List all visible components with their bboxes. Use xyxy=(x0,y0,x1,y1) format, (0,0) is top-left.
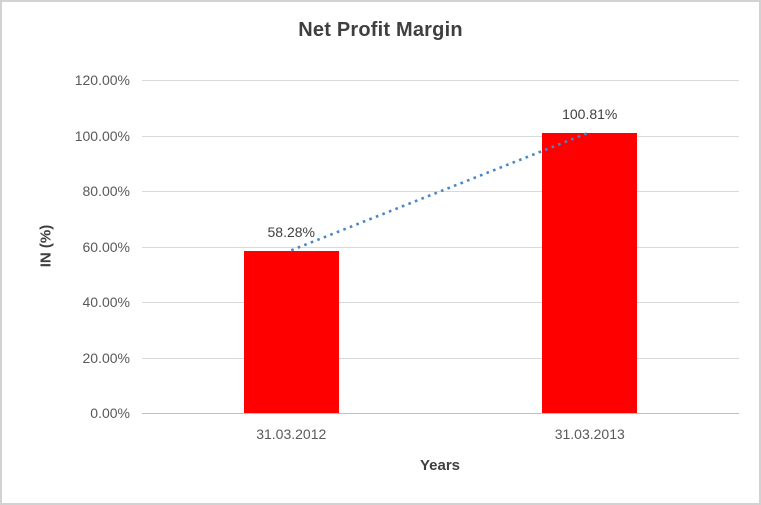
y-tick-label: 60.00% xyxy=(82,238,130,255)
gridline xyxy=(142,80,739,81)
gridline xyxy=(142,357,739,359)
gridline xyxy=(142,302,739,303)
y-tick-label: 120.00% xyxy=(74,72,130,88)
x-axis-line xyxy=(142,413,739,414)
gridline xyxy=(142,135,739,137)
plot-area xyxy=(142,80,739,414)
y-tick-label: 20.00% xyxy=(82,349,130,366)
x-tick-label: 31.03.2013 xyxy=(554,426,625,442)
y-tick-label: 100.00% xyxy=(74,127,130,144)
bar-data-label: 100.81% xyxy=(562,106,618,123)
y-tick-label: 0.00% xyxy=(90,405,130,421)
x-tick-label: 31.03.2012 xyxy=(256,426,327,442)
bar-31.03.2012 xyxy=(243,251,339,413)
trendline-svg xyxy=(290,131,591,252)
gridline xyxy=(142,191,739,192)
y-tick-label: 40.00% xyxy=(82,294,130,310)
bar-data-label: 58.28% xyxy=(267,224,315,241)
gridline xyxy=(142,246,739,248)
trendline xyxy=(290,131,591,252)
chart-title: Net Profit Margin xyxy=(298,19,463,41)
bar-31.03.2013 xyxy=(542,133,638,413)
y-tick-label: 80.00% xyxy=(82,183,130,199)
x-axis-title: Years xyxy=(419,457,461,474)
